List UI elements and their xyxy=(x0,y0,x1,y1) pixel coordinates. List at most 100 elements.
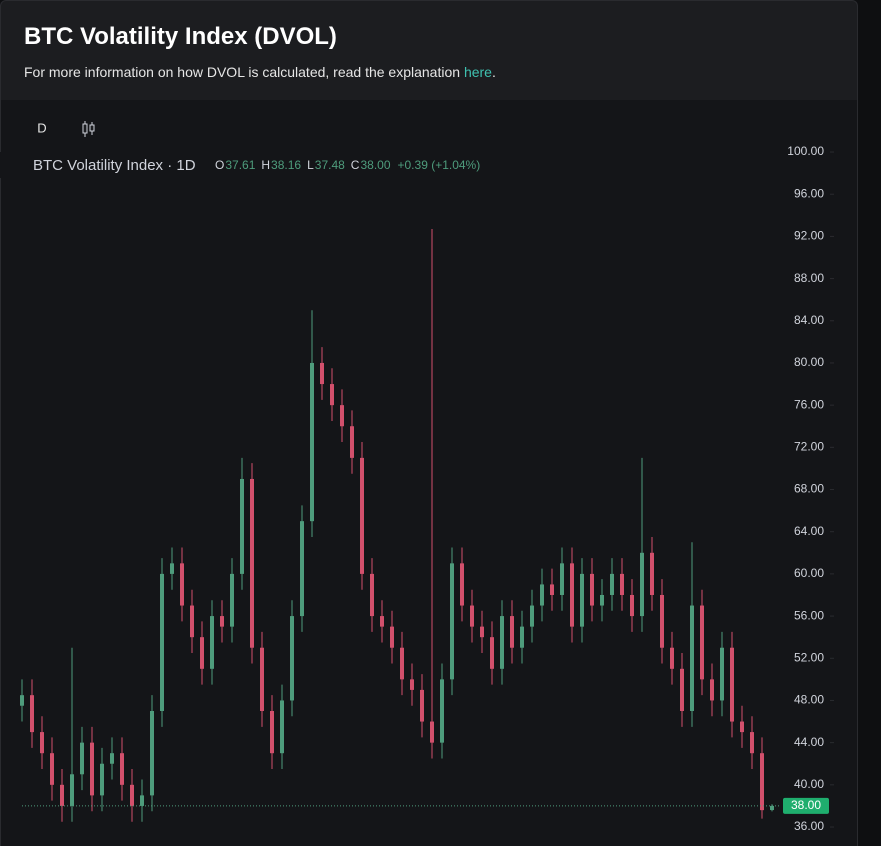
candle-body xyxy=(340,405,344,427)
candle-body xyxy=(630,594,634,617)
candle-body xyxy=(40,732,44,754)
candle-body xyxy=(440,679,444,743)
candle-body xyxy=(300,521,304,617)
y-tick-label: 68.00 xyxy=(794,482,824,496)
candle-body xyxy=(190,605,194,638)
y-tick-label: 56.00 xyxy=(794,608,824,622)
chart-background xyxy=(1,100,857,846)
candle-body xyxy=(380,616,384,627)
candle-body xyxy=(710,679,714,701)
candle-body xyxy=(580,573,584,627)
candle-body xyxy=(720,647,724,701)
chart: D 36.00 40.00 44.00 48.00 52.00 56.00 60.00 64.… xyxy=(0,100,857,846)
candle-body xyxy=(550,584,554,595)
legend-value: 38.00 xyxy=(360,158,390,172)
candle-body xyxy=(490,637,494,669)
candle-body xyxy=(620,573,624,595)
candle-body xyxy=(60,784,64,806)
y-tick-label: 48.00 xyxy=(794,693,824,707)
subtitle: For more information on how DVOL is calc… xyxy=(24,64,496,80)
page-title: BTC Volatility Index (DVOL) xyxy=(24,23,337,50)
y-tick-label: 40.00 xyxy=(794,777,824,791)
candle-body xyxy=(240,478,244,574)
candle-body xyxy=(400,647,404,680)
candle-body xyxy=(350,426,354,458)
legend-value: 37.48 xyxy=(315,158,345,172)
chart-type-button[interactable] xyxy=(82,121,95,137)
candle-body xyxy=(180,563,184,606)
y-tick-label: 88.00 xyxy=(794,271,824,285)
candle-body xyxy=(330,384,334,406)
y-tick-label: 44.00 xyxy=(794,735,824,749)
subtitle-end: . xyxy=(491,64,496,80)
candle-body xyxy=(220,616,224,627)
legend-key: C xyxy=(351,158,360,172)
candle-body xyxy=(390,626,394,648)
candle-body xyxy=(530,605,534,627)
candle-body xyxy=(450,563,454,680)
candle-body xyxy=(230,573,234,627)
candle-body xyxy=(480,626,484,638)
candle-body xyxy=(590,573,594,606)
candle-body xyxy=(750,732,754,754)
candle-body xyxy=(110,753,114,764)
candle-body xyxy=(570,563,574,627)
candle-body xyxy=(430,721,434,743)
y-tick-label: 84.00 xyxy=(794,313,824,327)
candle-body xyxy=(500,616,504,669)
legend-value: 38.16 xyxy=(271,158,301,172)
y-tick-label: 96.00 xyxy=(794,186,824,200)
candle-body xyxy=(760,753,764,811)
candle-body xyxy=(270,711,274,754)
candle-body xyxy=(100,763,104,796)
candle-body xyxy=(640,552,644,617)
y-tick-label: 92.00 xyxy=(794,229,824,243)
y-tick-label: 76.00 xyxy=(794,397,824,411)
candle-body xyxy=(130,784,134,806)
y-tick-label: 100.00 xyxy=(787,144,824,158)
candles xyxy=(20,229,780,822)
link[interactable]: here xyxy=(463,64,492,80)
candle-body xyxy=(700,605,704,680)
candle-body xyxy=(140,795,144,806)
candle-body xyxy=(320,362,324,385)
y-tick-label: 64.00 xyxy=(794,524,824,538)
candle-body xyxy=(150,711,154,796)
candle-body xyxy=(70,774,74,806)
candle-body xyxy=(410,679,414,690)
candle-body xyxy=(540,584,544,606)
candle-body xyxy=(560,563,564,595)
candle-body xyxy=(120,753,124,785)
legend-change: +0.39 (+1.04%) xyxy=(398,158,481,172)
y-tick-label: 52.00 xyxy=(794,650,824,664)
ohlc-legend: O 37.61 H 38.16 L 37.48 C 38.00 +0.39 (+1.04%) xyxy=(215,158,480,172)
icon-rect xyxy=(82,123,88,134)
y-tick-label: 60.00 xyxy=(794,566,824,580)
candle-body xyxy=(370,573,374,617)
candle-body xyxy=(290,616,294,701)
candle-body xyxy=(470,605,474,627)
subtitle-text: For more information on how DVOL is calc… xyxy=(24,64,461,80)
price-axis: 36.00 40.00 44.00 48.00 52.00 56.00 60.00 64.00… xyxy=(783,144,834,833)
candle-body xyxy=(600,594,604,606)
legend-background xyxy=(0,152,520,178)
candle-body xyxy=(510,616,514,648)
candle-body xyxy=(310,362,314,522)
candle-body xyxy=(250,478,254,648)
candle-body xyxy=(50,753,54,785)
candle-body xyxy=(610,573,614,595)
candle-body xyxy=(20,695,24,706)
candle-body xyxy=(170,563,174,574)
candle-body xyxy=(520,626,524,648)
chart-title: BTC Volatility Index · 1D xyxy=(33,157,196,174)
candle-body xyxy=(90,742,94,796)
legend-key: L xyxy=(307,158,314,172)
y-tick-label: 80.00 xyxy=(794,355,824,369)
interval-button[interactable]: D xyxy=(37,120,46,135)
candle-body xyxy=(280,700,284,754)
candle-body xyxy=(670,647,674,669)
candle-body xyxy=(360,457,364,574)
candle-body xyxy=(680,668,684,712)
candle-body xyxy=(420,689,424,722)
